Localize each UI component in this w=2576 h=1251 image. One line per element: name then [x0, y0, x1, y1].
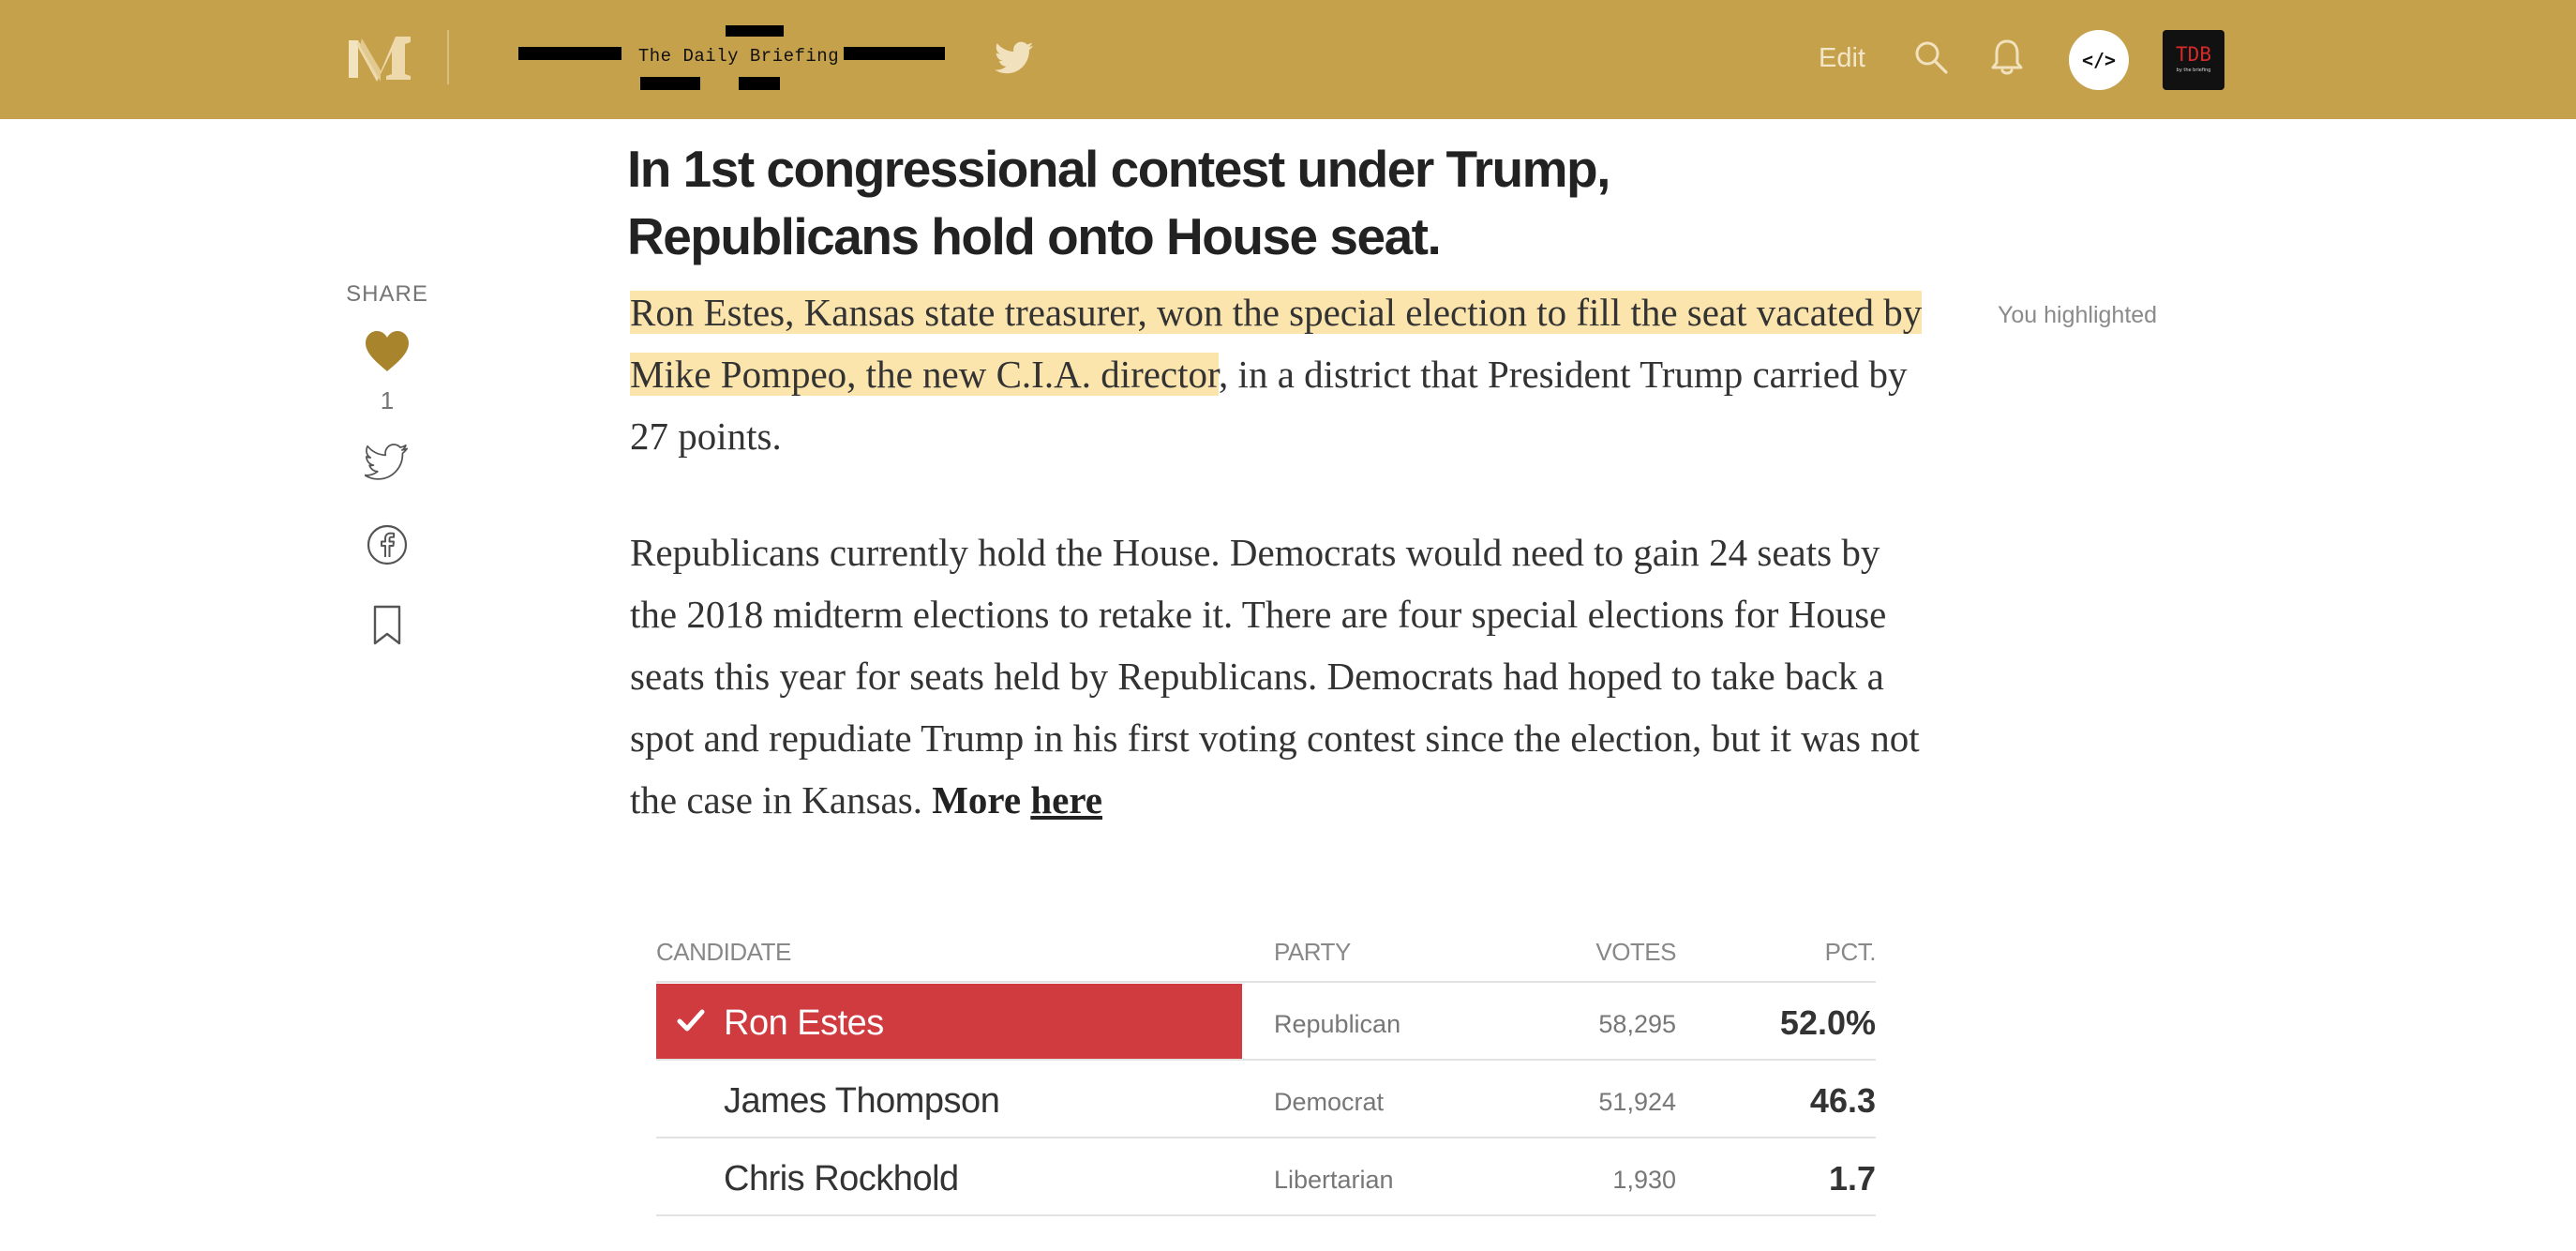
paragraph-text: , in a district that President Trump car…	[630, 353, 1908, 458]
candidate-party: Republican	[1274, 1010, 1401, 1038]
twitter-icon[interactable]	[995, 41, 1034, 75]
logo-bar	[640, 77, 700, 90]
medium-logo-icon[interactable]	[349, 33, 411, 83]
candidate-votes: 51,924	[1598, 1088, 1676, 1116]
bookmark-icon[interactable]	[372, 605, 402, 646]
column-header-pct: PCT.	[1824, 938, 1877, 966]
candidate-pct: 52.0%	[1779, 1003, 1876, 1042]
twitter-outline-icon[interactable]	[364, 444, 409, 481]
column-header-votes: VOTES	[1595, 938, 1676, 966]
highlight-note[interactable]: You highlighted	[1998, 302, 2158, 328]
avatar-subtext: by the briefing	[2176, 68, 2211, 73]
candidate-cell: Chris Rockhold	[656, 1139, 1242, 1214]
candidate-cell: James Thompson	[656, 1062, 1242, 1137]
winner-cell: Ron Estes	[656, 984, 1242, 1059]
candidate-name: James Thompson	[724, 1081, 1000, 1121]
table-row: Ron Estes Republican 58,295 52.0%	[656, 983, 1876, 1061]
bell-icon[interactable]	[1989, 38, 2025, 77]
candidate-pct: 1.7	[1828, 1159, 1876, 1198]
edit-link[interactable]: Edit	[1819, 43, 1865, 73]
facebook-icon[interactable]	[366, 523, 409, 566]
article-paragraph-2: Republicans currently hold the House. De…	[630, 521, 1924, 831]
article-headline: In 1st congressional contest under Trump…	[627, 140, 1610, 265]
logo-bar	[726, 25, 784, 37]
more-label: More	[932, 778, 1022, 821]
avatar-initials: TDB	[2176, 43, 2211, 66]
candidate-party: Democrat	[1274, 1088, 1385, 1116]
candidate-party: Libertarian	[1274, 1166, 1394, 1194]
checkmark-icon	[677, 1004, 705, 1036]
publication-logo[interactable]: The Daily Briefing	[518, 24, 945, 96]
logo-bar	[518, 47, 622, 60]
heart-icon[interactable]	[364, 330, 411, 373]
candidate-votes: 1,930	[1612, 1166, 1676, 1194]
paragraph-text: Republicans currently hold the House. De…	[630, 531, 1920, 821]
divider	[447, 30, 449, 84]
table-row: James Thompson Democrat 51,924 46.3	[656, 1061, 1876, 1138]
candidate-pct: 46.3	[1809, 1081, 1876, 1120]
more-here-link[interactable]: here	[1030, 778, 1102, 821]
avatar[interactable]: TDB by the briefing	[2163, 30, 2224, 90]
like-count[interactable]: 1	[380, 386, 395, 414]
candidate-name: Ron Estes	[724, 1003, 884, 1043]
search-icon[interactable]	[1913, 39, 1949, 75]
table-row: Chris Rockhold Libertarian 1,930 1.7	[656, 1138, 1876, 1216]
article-paragraph-1: Ron Estes, Kansas state treasurer, won t…	[630, 281, 1942, 467]
logo-bar	[844, 47, 945, 60]
table-header: CANDIDATE PARTY VOTES PCT.	[656, 928, 1877, 983]
publication-name: The Daily Briefing	[637, 46, 840, 67]
logo-bar	[739, 77, 780, 90]
column-header-party: PARTY	[1274, 938, 1351, 966]
candidate-name: Chris Rockhold	[724, 1159, 959, 1198]
column-header-candidate: CANDIDATE	[656, 938, 791, 966]
election-results-table: CANDIDATE PARTY VOTES PCT. Ron Estes Rep…	[656, 928, 1877, 1216]
candidate-votes: 58,295	[1598, 1010, 1676, 1038]
embed-code-button[interactable]: </>	[2069, 30, 2129, 90]
share-label: SHARE	[346, 281, 428, 307]
top-bar: The Daily Briefing Edit </> TDB by the b…	[0, 0, 2576, 119]
